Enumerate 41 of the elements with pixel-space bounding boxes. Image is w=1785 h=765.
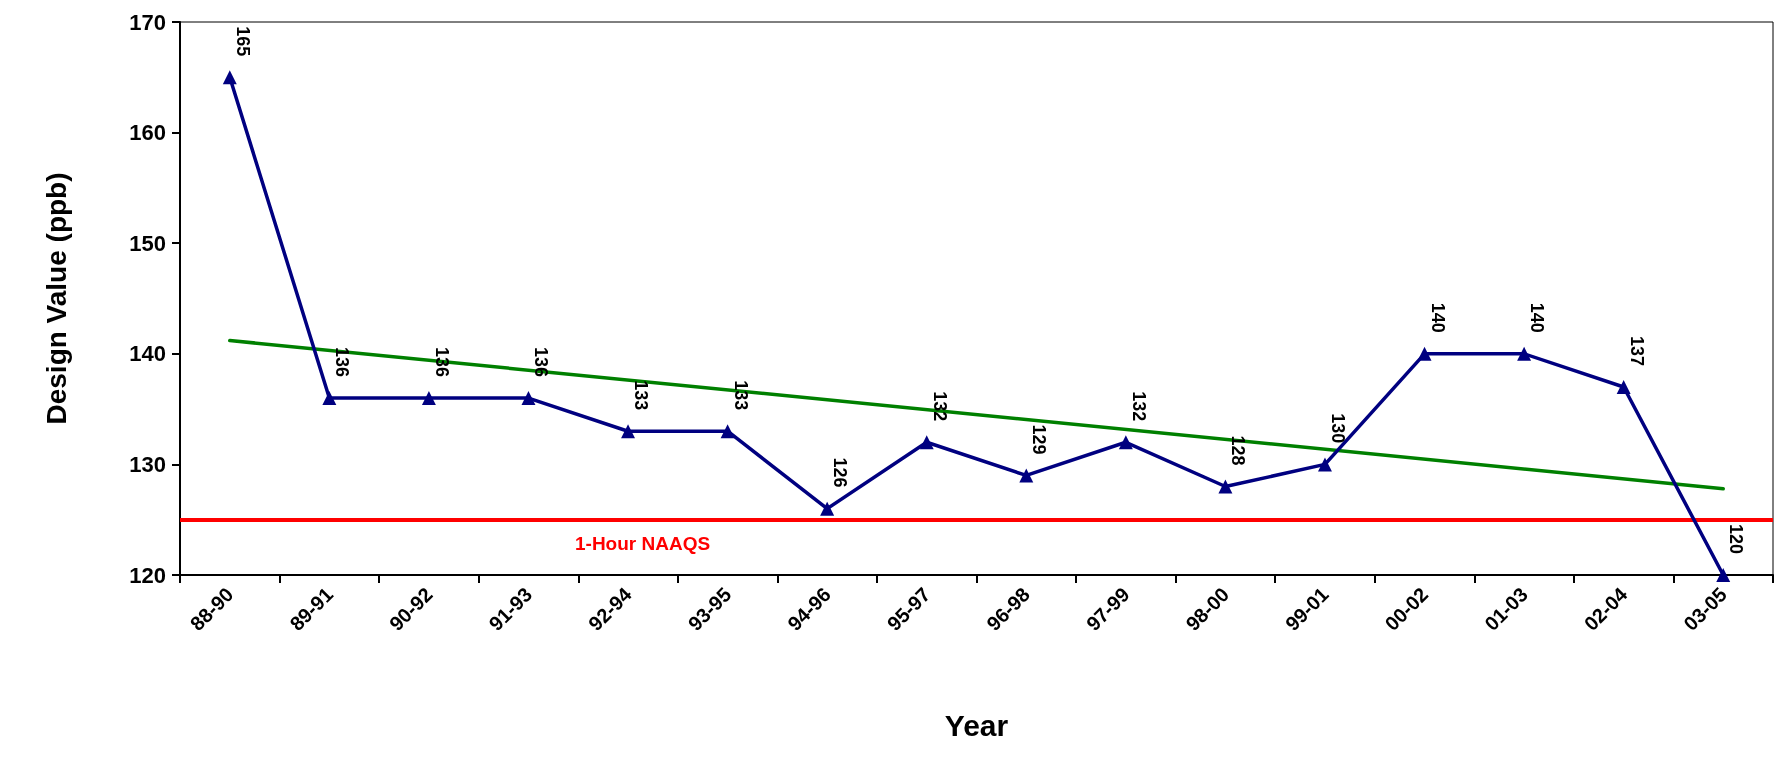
point [1118, 435, 1133, 450]
point [720, 424, 735, 439]
point [1517, 346, 1532, 361]
point [322, 391, 337, 406]
data-label: 132 [929, 391, 950, 422]
data-label: 133 [631, 380, 652, 411]
point [1417, 346, 1432, 361]
data-label: 130 [1327, 413, 1348, 444]
point [521, 391, 536, 406]
y-axis-title: Design Value (ppb) [40, 172, 72, 425]
data-label: 132 [1128, 391, 1149, 422]
data-label: 120 [1726, 523, 1747, 554]
y-tick-label: 140 [129, 341, 166, 367]
point [820, 501, 835, 516]
data-label: 136 [431, 346, 452, 378]
ref-line-label: 1-Hour NAAQS [575, 532, 711, 554]
data-label: 133 [730, 380, 751, 411]
point [1019, 468, 1034, 483]
point [1218, 479, 1233, 494]
data-label: 137 [1626, 335, 1647, 366]
point [1317, 457, 1332, 472]
point [621, 424, 636, 439]
y-tick-label: 130 [129, 451, 166, 477]
data-label: 129 [1029, 424, 1050, 455]
data-label: 136 [531, 346, 552, 378]
y-tick-label: 160 [129, 120, 166, 146]
data-label: 128 [1228, 435, 1249, 466]
point [1616, 379, 1631, 394]
data-label: 140 [1427, 302, 1448, 333]
y-tick-label: 150 [129, 230, 166, 256]
x-axis-title: Year [944, 708, 1009, 742]
y-tick-label: 120 [129, 562, 166, 588]
point [421, 391, 436, 406]
data-label: 140 [1527, 302, 1548, 333]
data-label: 165 [232, 26, 253, 57]
data-label: 126 [830, 457, 851, 488]
point [1716, 568, 1731, 582]
y-tick-label: 170 [129, 9, 166, 35]
point [919, 435, 934, 450]
point [222, 70, 237, 85]
data-label: 136 [332, 346, 353, 378]
